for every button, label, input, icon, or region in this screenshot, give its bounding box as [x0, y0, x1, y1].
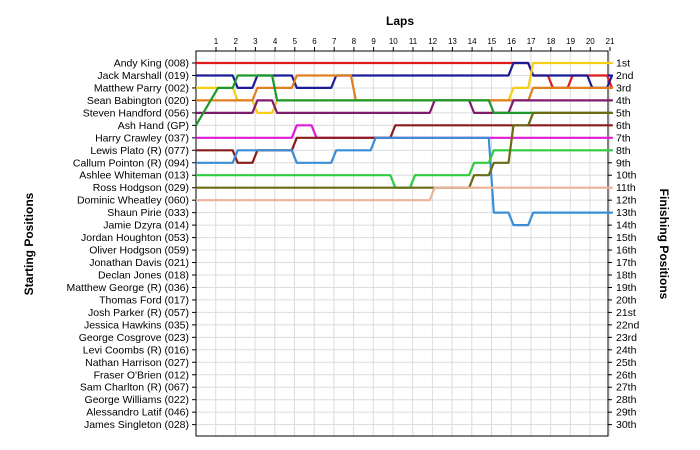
start-position-label: Thomas Ford (017) — [99, 294, 189, 306]
x-tick-label: 4 — [273, 37, 278, 46]
start-position-label: Alessandro Latif (046) — [86, 407, 189, 419]
series-line-9 — [196, 136, 614, 227]
x-tick-label: 19 — [566, 37, 575, 46]
finish-position-label: 14th — [616, 220, 637, 232]
series-line-10 — [196, 149, 614, 189]
x-tick-label: 14 — [468, 37, 477, 46]
start-position-label: Callum Pointon (R) (094) — [73, 157, 189, 169]
finish-position-label: 2nd — [616, 70, 634, 82]
start-position-label: Jack Marshall (019) — [97, 70, 189, 82]
left-axis-title: Starting Positions — [22, 192, 36, 296]
finish-position-label: 24th — [616, 344, 637, 356]
finish-position-label: 8th — [616, 145, 631, 157]
x-tick-label: 12 — [428, 37, 437, 46]
start-position-label: George Cosgrove (023) — [79, 332, 189, 344]
start-position-label: Ashlee Whiteman (013) — [79, 170, 189, 182]
start-position-label: James Singleton (028) — [84, 419, 189, 431]
finish-position-label: 13th — [616, 207, 637, 219]
start-position-label: Jordan Houghton (053) — [81, 232, 189, 244]
x-tick-label: 1 — [214, 37, 219, 46]
x-axis: 1 2 3 4 5 6 7 8 9 10 11 12 13 14 15 16 17 18 19 20 21 — [214, 37, 615, 51]
start-position-label: Matthew George (R) (036) — [66, 282, 189, 294]
start-position-label: Jamie Dzyra (014) — [103, 220, 189, 232]
x-axis-title: Laps — [385, 14, 414, 28]
chart-grid — [195, 51, 611, 436]
x-tick-label: 8 — [352, 37, 357, 46]
finish-position-label: 10th — [616, 170, 637, 182]
finish-position-label: 7th — [616, 132, 631, 144]
start-position-label: Jonathan Davis (021) — [89, 257, 189, 269]
x-tick-label: 13 — [448, 37, 457, 46]
start-position-label: George Williams (022) — [85, 394, 189, 406]
finishing-positions-axis: 1st2nd3rd4th5th6th7th8th9th10th11th12th1… — [608, 58, 640, 431]
finish-position-label: 21st — [616, 307, 636, 319]
finish-position-label: 18th — [616, 269, 637, 281]
series-line-12 — [196, 186, 614, 202]
finish-position-label: 23rd — [616, 332, 637, 344]
start-position-label: Declan Jones (018) — [98, 269, 189, 281]
finish-position-label: 30th — [616, 419, 637, 431]
start-position-label: Dominic Wheatley (060) — [77, 195, 189, 207]
x-tick-label: 2 — [233, 37, 238, 46]
finish-position-label: 25th — [616, 357, 637, 369]
finish-position-label: 4th — [616, 95, 631, 107]
finish-position-label: 17th — [616, 257, 637, 269]
x-tick-label: 16 — [507, 37, 516, 46]
start-position-label: Josh Parker (R) (057) — [88, 307, 189, 319]
finish-position-label: 11th — [616, 182, 636, 194]
x-tick-label: 15 — [487, 37, 496, 46]
finish-position-label: 22nd — [616, 319, 640, 331]
start-position-label: Oliver Hodgson (059) — [89, 245, 189, 257]
finish-position-label: 12th — [616, 195, 637, 207]
starting-positions-axis: Andy King (008)Jack Marshall (019)Matthe… — [66, 58, 196, 431]
finish-position-label: 28th — [616, 394, 637, 406]
series-line-11 — [196, 111, 614, 189]
start-position-label: Andy King (008) — [114, 58, 189, 70]
finish-position-label: 20th — [616, 294, 637, 306]
x-tick-label: 18 — [546, 37, 555, 46]
finish-position-label: 5th — [616, 107, 631, 119]
x-tick-label: 5 — [293, 37, 298, 46]
finish-position-label: 9th — [616, 157, 631, 169]
x-tick-label: 10 — [389, 37, 398, 46]
x-tick-label: 17 — [527, 37, 536, 46]
x-tick-label: 6 — [312, 37, 317, 46]
start-position-label: Ross Hodgson (029) — [93, 182, 189, 194]
start-position-label: Fraser O'Brien (012) — [94, 369, 189, 381]
finish-position-label: 26th — [616, 369, 637, 381]
start-position-label: Steven Handford (056) — [83, 107, 189, 119]
start-position-label: Sean Babington (020) — [87, 95, 189, 107]
start-position-label: Levi Coombs (R) (016) — [83, 344, 189, 356]
start-position-label: Shaun Pirie (033) — [107, 207, 189, 219]
finish-position-label: 19th — [616, 282, 637, 294]
plot-frame — [195, 50, 609, 437]
start-position-label: Jessica Hawkins (035) — [84, 319, 189, 331]
right-axis-title: Finishing Positions — [657, 188, 671, 300]
finish-position-label: 27th — [616, 382, 637, 394]
x-tick-label: 7 — [332, 37, 337, 46]
series-line-2 — [196, 61, 614, 90]
x-tick-label: 9 — [371, 37, 376, 46]
start-position-label: Ash Hand (GP) — [118, 120, 189, 132]
x-tick-label: 20 — [586, 37, 595, 46]
finish-position-label: 3rd — [616, 82, 631, 94]
start-position-label: Sam Charlton (R) (067) — [80, 382, 189, 394]
x-tick-label: 11 — [409, 37, 418, 46]
start-position-label: Matthew Parry (002) — [94, 82, 189, 94]
finish-position-label: 29th — [616, 407, 637, 419]
finish-position-label: 6th — [616, 120, 631, 132]
start-position-label: Harry Crawley (037) — [95, 132, 189, 144]
series-line-5 — [196, 99, 614, 115]
series-line-8 — [196, 124, 614, 164]
finish-position-label: 15th — [616, 232, 637, 244]
series-line-7 — [196, 124, 614, 139]
x-tick-label: 21 — [606, 37, 615, 46]
start-position-label: Lewis Plato (R) (077) — [90, 145, 189, 157]
x-tick-label: 3 — [253, 37, 258, 46]
start-position-label: Nathan Harrison (027) — [85, 357, 189, 369]
series-lines — [195, 61, 614, 227]
finish-position-label: 1st — [616, 58, 630, 70]
finish-position-label: 16th — [616, 245, 637, 257]
